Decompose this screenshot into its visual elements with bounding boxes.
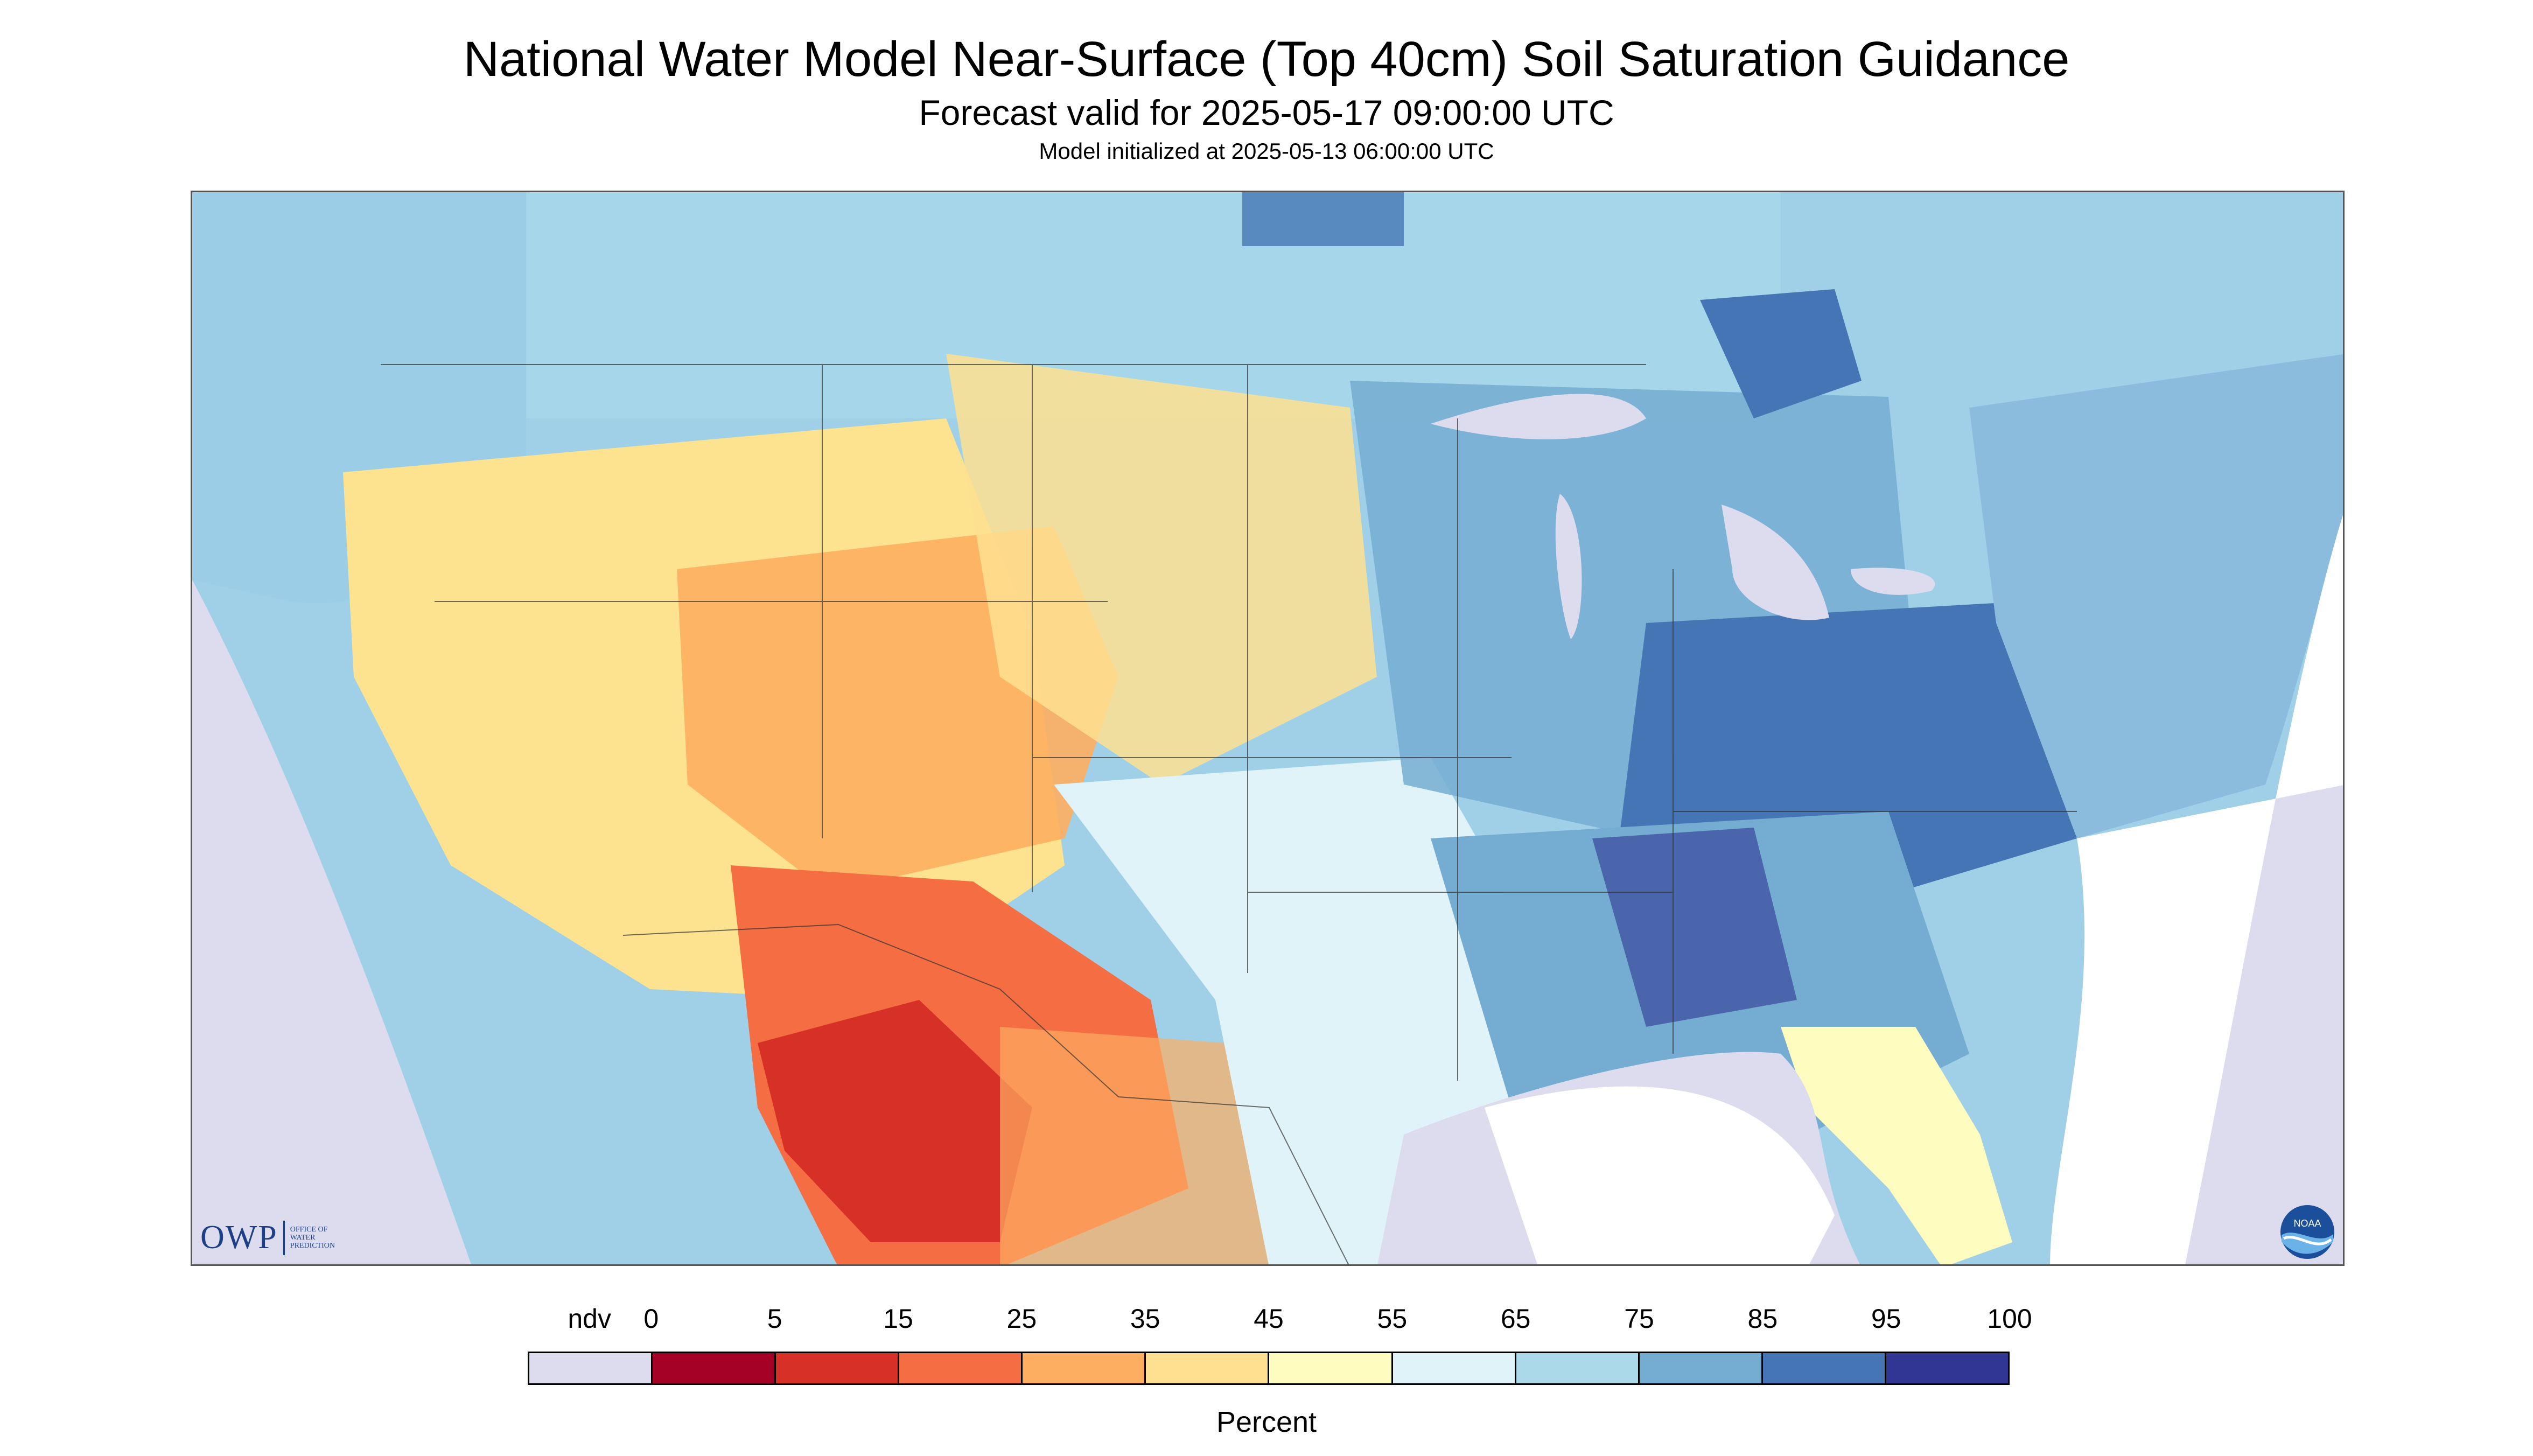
legend-swatch bbox=[529, 1353, 653, 1383]
map-title: National Water Model Near-Surface (Top 4… bbox=[463, 32, 2070, 87]
noaa-logo-icon: NOAA bbox=[2280, 1205, 2334, 1259]
legend-tick-label: 25 bbox=[1006, 1304, 1037, 1334]
atlantic-ocean-white bbox=[2050, 515, 2343, 1264]
legend-swatch bbox=[899, 1353, 1023, 1383]
legend-tick-label: 55 bbox=[1377, 1304, 1408, 1334]
model-init-time: Model initialized at 2025-05-13 06:00:00… bbox=[1039, 138, 1494, 164]
gulf-of-mexico-white bbox=[1485, 1086, 1835, 1264]
colorbar-legend bbox=[528, 1352, 2010, 1385]
region-northern-plains-canada bbox=[515, 192, 1781, 418]
legend-swatch bbox=[1886, 1353, 2008, 1383]
legend-tick-label: 45 bbox=[1254, 1304, 1284, 1334]
legend-tick-label: 35 bbox=[1130, 1304, 1160, 1334]
region-northeast bbox=[1969, 354, 2343, 838]
region-high-plains bbox=[946, 354, 1377, 785]
legend-tick-label: 75 bbox=[1624, 1304, 1654, 1334]
legend-tick-labels: ndv 0 5 15 25 35 45 55 65 75 85 95 100 bbox=[528, 1303, 2032, 1335]
lake-michigan bbox=[1555, 494, 1582, 639]
legend-swatch bbox=[653, 1353, 776, 1383]
legend-swatch bbox=[1516, 1353, 1640, 1383]
legend-tick-label: 0 bbox=[643, 1304, 659, 1334]
region-hudson-bay-area bbox=[1700, 289, 1862, 418]
pacific-ndv bbox=[192, 580, 471, 1264]
owp-logo: OWP OFFICE OF WATER PREDICTION bbox=[200, 1219, 335, 1257]
region-canada-top bbox=[1242, 192, 1404, 246]
legend-tick-label: 15 bbox=[883, 1304, 913, 1334]
owp-logo-divider bbox=[283, 1220, 285, 1255]
great-lakes-water bbox=[1431, 394, 1646, 439]
svg-text:NOAA: NOAA bbox=[2293, 1218, 2321, 1229]
legend-tick-label: 100 bbox=[1987, 1304, 2032, 1334]
forecast-valid-time: Forecast valid for 2025-05-17 09:00:00 U… bbox=[919, 93, 1614, 132]
legend-tick-label: 95 bbox=[1871, 1304, 1901, 1334]
region-mississippi-core bbox=[1592, 828, 1797, 1027]
legend-tick-label: 5 bbox=[767, 1304, 782, 1334]
boundaries bbox=[381, 364, 2077, 1264]
legend-swatch bbox=[1393, 1353, 1516, 1383]
legend-swatch bbox=[776, 1353, 900, 1383]
legend-tick-label: 65 bbox=[1500, 1304, 1531, 1334]
lake-huron-erie bbox=[1722, 505, 1829, 620]
legend-swatch bbox=[1023, 1353, 1146, 1383]
owp-logo-text: OWP bbox=[200, 1219, 278, 1256]
region-chihuahua-core bbox=[758, 1000, 1032, 1242]
legend-tick-label: 85 bbox=[1747, 1304, 1778, 1334]
lake-ontario bbox=[1851, 568, 1935, 595]
legend-swatch bbox=[1269, 1353, 1393, 1383]
legend-swatch bbox=[1146, 1353, 1270, 1383]
legend-tick-label: ndv bbox=[568, 1304, 611, 1334]
legend-swatch bbox=[1762, 1353, 1886, 1383]
legend-swatch bbox=[1639, 1353, 1763, 1383]
region-florida bbox=[1781, 1027, 2012, 1264]
legend-units: Percent bbox=[1216, 1406, 1317, 1438]
soil-saturation-map bbox=[191, 191, 2345, 1266]
owp-logo-subtext: OFFICE OF WATER PREDICTION bbox=[290, 1226, 335, 1250]
